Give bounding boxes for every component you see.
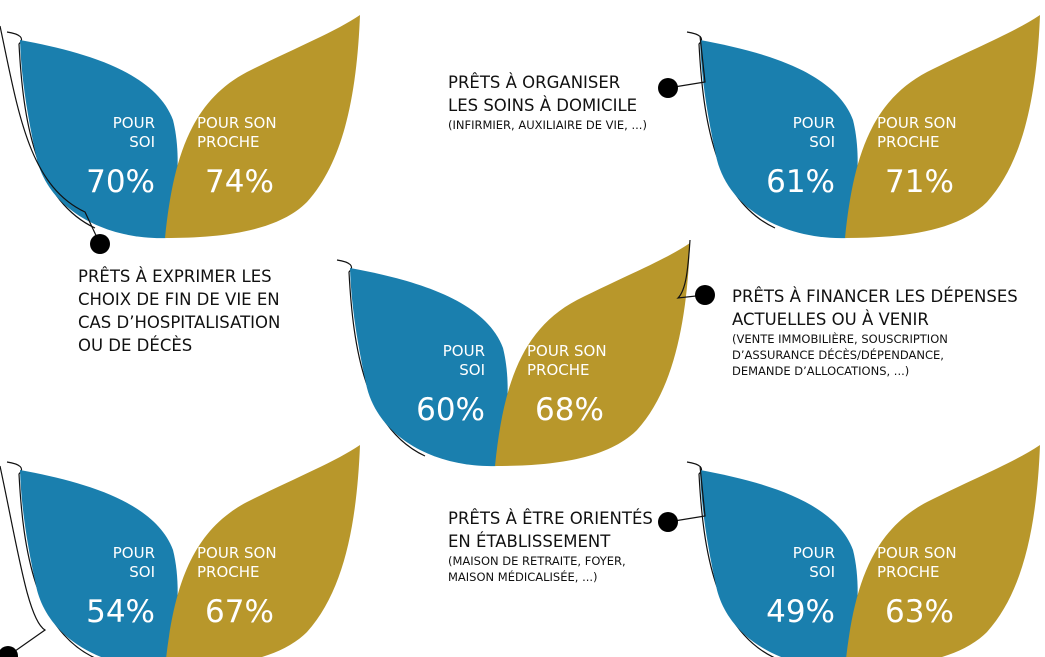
- leaf-self: [700, 470, 858, 657]
- other-value: 68%: [535, 392, 604, 428]
- dot: [90, 234, 110, 254]
- other-label: PROCHE: [197, 133, 260, 151]
- other-label: POUR SON: [197, 114, 277, 132]
- other-value: 63%: [885, 594, 954, 630]
- self-label: POUR: [793, 114, 835, 132]
- leaf-other: [165, 15, 360, 238]
- self-label: POUR: [443, 342, 485, 360]
- other-label: POUR SON: [877, 114, 957, 132]
- self-label: SOI: [809, 563, 835, 581]
- connector: [0, 465, 47, 657]
- leaf-other: [846, 445, 1040, 657]
- leaf-other: [845, 15, 1040, 238]
- self-label: SOI: [809, 133, 835, 151]
- other-value: 67%: [205, 594, 274, 630]
- other-label: PROCHE: [877, 133, 940, 151]
- other-label: POUR SON: [197, 544, 277, 562]
- self-value: 54%: [86, 594, 155, 630]
- panel-note: D’ASSURANCE DÉCÈS/DÉPENDANCE,: [732, 347, 944, 362]
- other-label: PROCHE: [197, 563, 260, 581]
- other-label: POUR SON: [527, 342, 607, 360]
- self-label: SOI: [459, 361, 485, 379]
- panel-title: PRÊTS À EXPRIMER LES: [78, 267, 272, 286]
- leaf-self: [350, 268, 508, 467]
- panel-title: PRÊTS À FINANCER LES DÉPENSES: [732, 287, 1018, 306]
- panel-title: CAS D’HOSPITALISATION: [78, 313, 280, 332]
- self-label: POUR: [793, 544, 835, 562]
- self-label: SOI: [129, 133, 155, 151]
- dot: [695, 285, 715, 305]
- self-label: POUR: [113, 544, 155, 562]
- leaf-other: [495, 243, 690, 466]
- self-value: 70%: [86, 164, 155, 200]
- panel-title: PRÊTS À ORGANISER: [448, 73, 620, 92]
- panel-note: MAISON MÉDICALISÉE, ...): [448, 569, 598, 584]
- self-label: SOI: [129, 563, 155, 581]
- panel-title: LES SOINS À DOMICILE: [448, 96, 637, 115]
- panel-title: CHOIX DE FIN DE VIE EN: [78, 290, 280, 309]
- other-value: 71%: [885, 164, 954, 200]
- panel-note: (VENTE IMMOBILIÈRE, SOUSCRIPTION: [732, 331, 948, 346]
- leaf-self: [20, 40, 178, 239]
- panel-title: EN ÉTABLISSEMENT: [448, 532, 611, 551]
- other-value: 74%: [205, 164, 274, 200]
- connector: [667, 35, 706, 89]
- self-value: 49%: [766, 594, 835, 630]
- dot: [658, 78, 678, 98]
- self-value: 60%: [416, 392, 485, 428]
- panel-title: OU DE DÉCÈS: [78, 336, 192, 355]
- connector: [667, 465, 706, 523]
- panel-note: DEMANDE D’ALLOCATIONS, ...): [732, 364, 909, 378]
- connector: [0, 25, 101, 245]
- connector: [676, 239, 706, 299]
- leaf-other: [166, 445, 360, 657]
- other-label: PROCHE: [527, 361, 590, 379]
- panel-title: ACTUELLES OU À VENIR: [732, 310, 929, 329]
- self-value: 61%: [766, 164, 835, 200]
- other-label: PROCHE: [877, 563, 940, 581]
- other-label: POUR SON: [877, 544, 957, 562]
- panel-title: PRÊTS À ÊTRE ORIENTÉS: [448, 509, 653, 528]
- leaf-self: [20, 470, 178, 657]
- self-label: POUR: [113, 114, 155, 132]
- panel-note: (MAISON DE RETRAITE, FOYER,: [448, 554, 626, 568]
- dot: [0, 646, 18, 657]
- leaf-self: [700, 40, 858, 239]
- dot: [658, 512, 678, 532]
- panel-note: (INFIRMIER, AUXILIAIRE DE VIE, ...): [448, 118, 647, 132]
